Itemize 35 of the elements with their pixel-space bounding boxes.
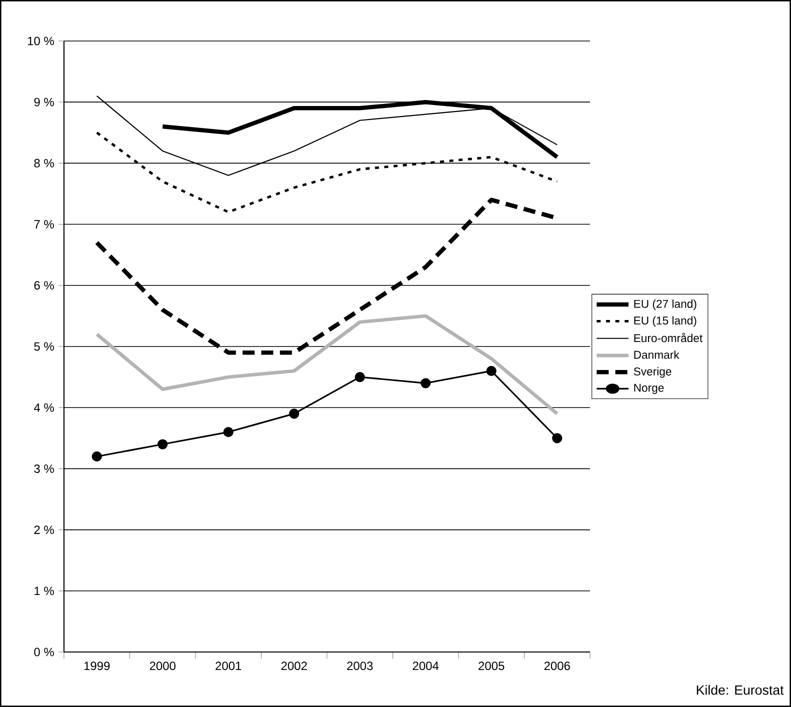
point [92,451,102,462]
x-tick-label: 2001 [216,662,242,670]
point [486,366,496,376]
y-tick-label: 5 % [34,342,54,351]
x-tick-label: 2006 [544,662,570,670]
y-tick-label: 9 % [34,98,54,106]
line-series [95,314,559,416]
text: Kilde: Eurostat [696,684,784,695]
point [420,378,431,388]
y-tick-label: 3 % [34,464,54,473]
legend-label: EU (27 land) [634,300,696,310]
x-tick-label: 2003 [347,662,373,670]
point [552,433,562,444]
y-tick-label: 8 % [34,158,54,168]
x-tick-label: 2005 [478,662,504,670]
y-tick-label: 7 % [34,220,54,228]
legend-label: Danmark [634,350,680,359]
x-tick-label: 2004 [412,662,439,670]
x-tick-label: 2002 [281,662,307,670]
legend-label: EU (15 land) [634,316,696,327]
legend-label: Norge [634,384,664,394]
legend-label: Euro-området [634,332,703,342]
x-tick-label: 2000 [150,662,176,670]
y-tick-label: 6 % [34,281,54,290]
point [289,408,300,419]
y-tick-label: 0 % [34,648,54,656]
y-tick-label: 4 % [34,403,54,412]
point [223,426,234,438]
x-tick-label: 1999 [84,662,110,670]
y-tick-label: 10 % [28,36,54,46]
point [354,372,365,382]
y-tick-label: 2 % [34,526,54,534]
point [158,439,168,450]
legend-label: Sverige [634,367,672,378]
y-tick-label: 1 % [34,586,54,596]
